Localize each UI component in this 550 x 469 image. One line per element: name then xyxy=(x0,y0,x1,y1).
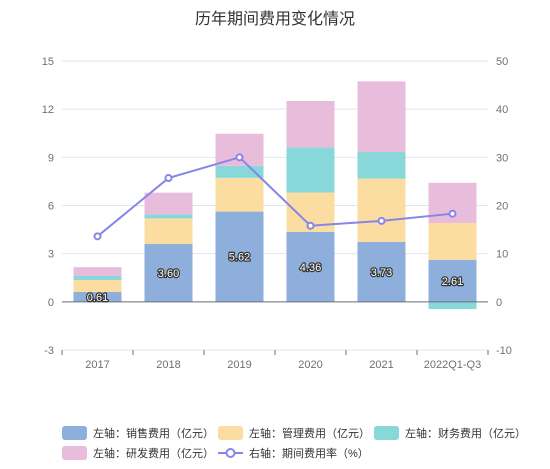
bar-segment-0-2021[interactable] xyxy=(357,241,406,302)
category-label: 2017 xyxy=(85,359,109,371)
right-tick-label: 50 xyxy=(496,56,508,68)
bar-value-label: 5.62 xyxy=(229,252,250,264)
legend-swatch xyxy=(218,426,243,440)
bar-segment-2-2017[interactable] xyxy=(73,275,122,280)
rate-line xyxy=(93,153,457,241)
bar-segment-1-2021[interactable] xyxy=(357,178,406,242)
bar-segment-3-2020[interactable] xyxy=(286,100,335,148)
legend[interactable]: 左轴：销售费用（亿元） 左轴：管理费用（亿元） 左轴：财务费用（亿元） 左轴：研发费用… xyxy=(62,426,526,460)
right-tick-label: 40 xyxy=(496,104,508,116)
left-tick-label: 15 xyxy=(42,56,54,68)
bar-segment-1-2022Q1-Q3[interactable] xyxy=(428,223,477,260)
bar-segment-0-2019[interactable] xyxy=(215,211,264,302)
left-tick-label: 12 xyxy=(42,104,54,116)
bar-value-label: 0.61 xyxy=(87,292,108,304)
category-label: 2019 xyxy=(227,359,251,371)
left-tick-label: 6 xyxy=(48,201,54,213)
rate-point-2022Q1-Q3[interactable] xyxy=(448,209,457,218)
right-axis: -10 0 10 20 30 40 50 xyxy=(496,56,512,357)
left-tick-label: -3 xyxy=(44,345,54,357)
bar-segment-3-2021[interactable] xyxy=(357,81,406,153)
rate-point-2021[interactable] xyxy=(377,216,386,225)
legend-label: 左轴：研发费用（亿元） xyxy=(93,446,214,460)
bar-segment-0-2022Q1-Q3[interactable] xyxy=(428,259,477,302)
legend-label: 左轴：管理费用（亿元） xyxy=(249,426,370,440)
left-tick-label: 9 xyxy=(48,152,54,164)
category-label: 2021 xyxy=(369,359,393,371)
rate-point-2019[interactable] xyxy=(235,153,244,162)
legend-marker xyxy=(225,448,236,458)
bars xyxy=(73,81,477,310)
bar-segment-2-2022Q1-Q3[interactable] xyxy=(428,301,477,310)
bar-segment-1-2018[interactable] xyxy=(144,218,193,245)
legend-swatch xyxy=(62,426,87,440)
right-tick-label: 30 xyxy=(496,152,508,164)
legend-item-4[interactable]: 右轴：期间费用率（%） xyxy=(218,446,369,460)
bar-segment-2-2021[interactable] xyxy=(357,152,406,179)
right-tick-label: 20 xyxy=(496,201,508,213)
category-label: 2020 xyxy=(298,359,322,371)
rate-point-2018[interactable] xyxy=(164,174,173,183)
left-tick-label: 3 xyxy=(48,249,54,261)
legend-item-2[interactable]: 左轴：财务费用（亿元） xyxy=(374,426,526,440)
legend-label: 左轴：销售费用（亿元） xyxy=(93,426,214,440)
category-label: 2022Q1-Q3 xyxy=(424,359,481,371)
bar-segment-3-2018[interactable] xyxy=(144,192,193,215)
bar-value-label: 3.73 xyxy=(371,267,392,279)
right-tick-label: -10 xyxy=(496,345,512,357)
right-tick-label: 0 xyxy=(496,297,502,309)
bar-segment-3-2017[interactable] xyxy=(73,267,122,276)
legend-swatch xyxy=(62,446,87,460)
legend-label: 右轴：期间费用率（%） xyxy=(249,446,369,460)
chart-title: 历年期间费用变化情况 xyxy=(195,10,355,28)
bar-segment-0-2020[interactable] xyxy=(286,231,335,302)
legend-item-3[interactable]: 左轴：研发费用（亿元） xyxy=(62,446,214,460)
bar-segment-2-2018[interactable] xyxy=(144,214,193,219)
rate-point-2017[interactable] xyxy=(93,232,102,241)
legend-label: 左轴：财务费用（亿元） xyxy=(405,426,526,440)
left-axis: -3 0 3 6 9 12 15 xyxy=(42,56,54,357)
bar-value-label: 3.60 xyxy=(158,268,179,280)
bar-segment-0-2018[interactable] xyxy=(144,244,193,302)
rate-point-2020[interactable] xyxy=(306,221,315,230)
bar-segment-1-2017[interactable] xyxy=(73,279,122,293)
bar-segment-2-2019[interactable] xyxy=(215,165,264,178)
legend-swatch xyxy=(374,426,399,440)
right-tick-label: 10 xyxy=(496,249,508,261)
legend-item-1[interactable]: 左轴：管理费用（亿元） xyxy=(218,426,370,440)
left-tick-label: 0 xyxy=(48,297,54,309)
category-label: 2018 xyxy=(156,359,180,371)
bar-labels: 0.61 3.60 5.62 4.36 3.73 2.61 xyxy=(86,251,465,306)
rate-line-path xyxy=(96,156,453,238)
bar-value-label: 4.36 xyxy=(300,262,321,274)
bar-segment-2-2020[interactable] xyxy=(286,147,335,193)
legend-item-0[interactable]: 左轴：销售费用（亿元） xyxy=(62,426,214,440)
grid xyxy=(62,60,488,351)
bar-value-label: 2.61 xyxy=(442,276,463,288)
bar-segment-1-2019[interactable] xyxy=(215,177,264,212)
bar-segment-0-2017[interactable] xyxy=(73,292,122,302)
x-axis: 2017 2018 2019 2020 2021 2022Q1-Q3 xyxy=(61,350,489,371)
